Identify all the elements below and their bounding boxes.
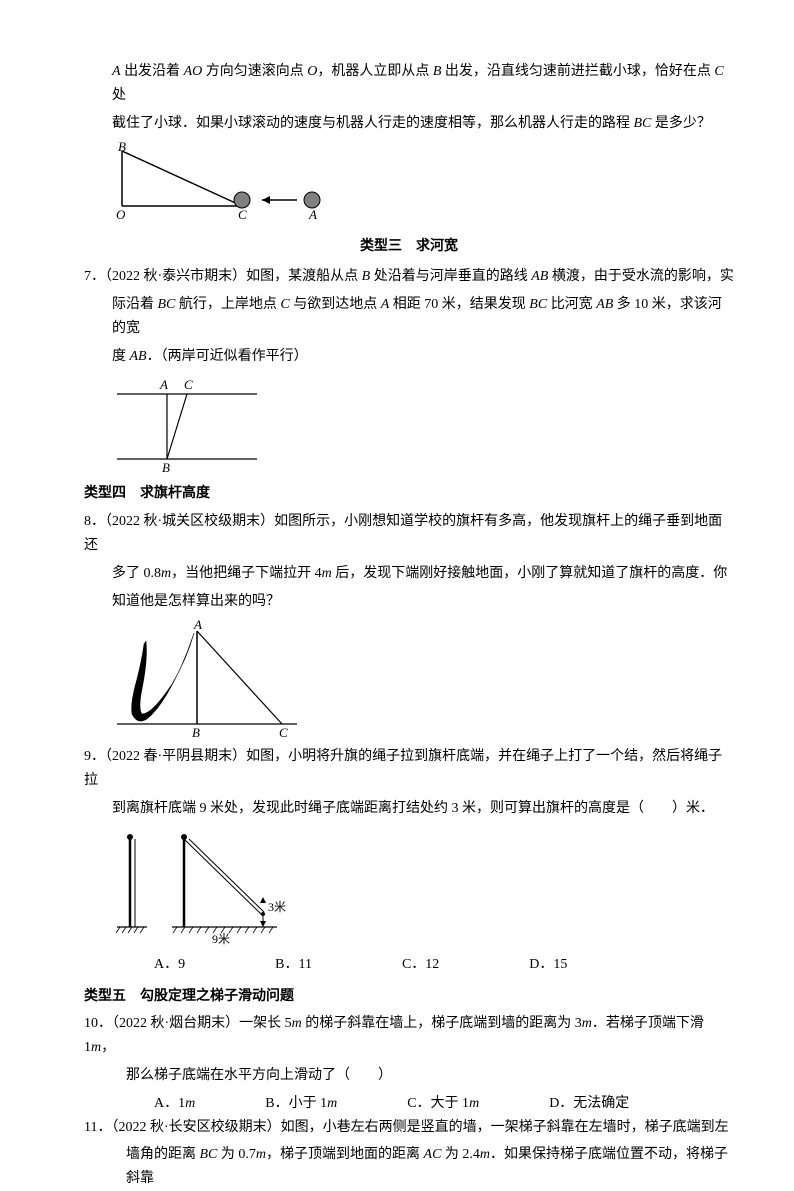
text: AB — [130, 349, 147, 364]
text: 处 — [112, 88, 126, 103]
choice-b: B．小于 1m — [265, 1092, 337, 1116]
svg-text:C: C — [238, 207, 247, 221]
text: 10．（2022 秋·烟台期末）一架长 5 — [84, 1016, 292, 1031]
text: ，机器人立即从点 — [317, 64, 433, 79]
text: m — [91, 1040, 101, 1055]
svg-text:A: A — [193, 619, 202, 632]
text: A．1 — [154, 1096, 185, 1111]
q7-line2: 际沿着 BC 航行，上岸地点 C 与欲到达地点 A 相距 70 米，结果发现 B… — [84, 293, 734, 341]
text: m — [327, 1096, 337, 1111]
text: B．小于 1 — [265, 1096, 327, 1111]
text: AB — [531, 269, 548, 284]
svg-text:A: A — [159, 377, 168, 392]
q9-line2: 到离旗杆底端 9 米处，发现此时绳子底端距离打结处约 3 米，则可算出旗杆的高度… — [84, 797, 734, 821]
text: 是多少？ — [651, 116, 711, 131]
svg-text:3米: 3米 — [268, 900, 286, 914]
q9-line1: 9．（2022 春·平阴县期末）如图，小明将升旗的绳子拉到旗杆底端，并在绳子上打… — [84, 745, 734, 793]
text: 的梯子斜靠在墙上，梯子底端到墙的距离为 3 — [302, 1016, 582, 1031]
text: A — [381, 297, 390, 312]
q10-choices: A．1m B．小于 1m C．大于 1m D．无法确定 — [84, 1092, 734, 1116]
q10-line2: 那么梯子底端在水平方向上滑动了（ ） — [84, 1064, 734, 1088]
text: 航行，上岸地点 — [175, 297, 280, 312]
text: 出发，沿直线匀速前进拦截小球，恰好在点 — [441, 64, 714, 79]
text: BC — [200, 1147, 218, 1162]
choice-b: B．11 — [275, 953, 312, 977]
svg-text:C: C — [184, 377, 193, 392]
choice-a: A．1m — [154, 1092, 195, 1116]
section-type4-title: 类型四 求旗杆高度 — [84, 482, 734, 506]
text: C — [714, 64, 723, 79]
text: 为 0.7 — [217, 1147, 256, 1162]
figure-flagpole-2: 3米 9米 — [112, 827, 734, 947]
text: 为 2.4 — [441, 1147, 480, 1162]
section-type5-title: 类型五 勾股定理之梯子滑动问题 — [84, 985, 734, 1009]
svg-text:B: B — [162, 460, 170, 474]
text: 处沿着与河岸垂直的路线 — [370, 269, 531, 284]
text: 墙角的距离 — [126, 1147, 200, 1162]
text: 度 — [112, 349, 130, 364]
text: ，梯子顶端到地面的距离 — [266, 1147, 424, 1162]
text: m — [469, 1096, 479, 1111]
text: 截住了小球．如果小球滚动的速度与机器人行走的速度相等，那么机器人行走的路程 — [112, 116, 634, 131]
text: 出发沿着 — [121, 64, 184, 79]
text: ， — [101, 1040, 115, 1055]
figure-triangle-robot: B O C A — [112, 141, 734, 221]
text: m — [480, 1147, 490, 1162]
text: ．（两岸可近似看作平行） — [147, 349, 308, 364]
q8-line1: 8．（2022 秋·城关区校级期末）如图所示，小刚想知道学校的旗杆有多高，他发现… — [84, 510, 734, 558]
figure-river: A C B — [112, 374, 734, 474]
figure-flagpole-1: A B C — [112, 619, 734, 739]
q11-line1: 11．（2022 秋·长安区校级期末）如图，小巷左右两侧是竖直的墙，一架梯子斜靠… — [84, 1116, 734, 1140]
text: AC — [424, 1147, 442, 1162]
text: C．大于 1 — [407, 1096, 469, 1111]
q7-line3: 度 AB．（两岸可近似看作平行） — [84, 345, 734, 369]
svg-text:B: B — [192, 725, 200, 739]
svg-text:B: B — [118, 141, 126, 154]
text: AO — [184, 64, 203, 79]
text: m — [582, 1016, 592, 1031]
text: 后，发现下端刚好接触地面，小刚了算就知道了旗杆的高度．你 — [332, 566, 728, 581]
section-type3-title: 类型三 求河宽 — [84, 235, 734, 259]
q8-line2: 多了 0.8m，当他把绳子下端拉开 4m 后，发现下端刚好接触地面，小刚了算就知… — [84, 562, 734, 586]
q7-line1: 7．（2022 秋·泰兴市期末）如图，某渡船从点 B 处沿着与河岸垂直的路线 A… — [84, 265, 734, 289]
choice-c: C．12 — [402, 953, 439, 977]
svg-text:A: A — [308, 207, 317, 221]
q10-line1: 10．（2022 秋·烟台期末）一架长 5m 的梯子斜靠在墙上，梯子底端到墙的距… — [84, 1012, 734, 1060]
text: O — [307, 64, 317, 79]
text: BC — [158, 297, 176, 312]
text: ，当他把绳子下端拉开 4 — [171, 566, 322, 581]
q11-line2: 墙角的距离 BC 为 0.7m，梯子顶端到地面的距离 AC 为 2.4m．如果保… — [84, 1143, 734, 1191]
text: m — [256, 1147, 266, 1162]
choice-d: D．15 — [529, 953, 567, 977]
text: 方向匀速滚向点 — [202, 64, 307, 79]
svg-text:9米: 9米 — [212, 932, 230, 946]
text: m — [322, 566, 332, 581]
text: 与欲到达地点 — [290, 297, 381, 312]
choice-d: D．无法确定 — [549, 1092, 629, 1116]
text: 横渡，由于受水流的影响，实 — [548, 269, 734, 284]
text: AB — [596, 297, 613, 312]
text: BC — [529, 297, 547, 312]
text: m — [292, 1016, 302, 1031]
text: B — [362, 269, 371, 284]
q8-line3: 知道他是怎样算出来的吗？ — [84, 590, 734, 614]
text: C — [280, 297, 289, 312]
text: m — [161, 566, 171, 581]
text: A — [112, 64, 121, 79]
text: 多了 0.8 — [112, 566, 161, 581]
choice-a: A．9 — [154, 953, 185, 977]
svg-text:C: C — [279, 725, 288, 739]
q9-choices: A．9 B．11 C．12 D．15 — [84, 953, 734, 977]
text: 7．（2022 秋·泰兴市期末）如图，某渡船从点 — [84, 269, 362, 284]
text: BC — [634, 116, 652, 131]
text: 相距 70 米，结果发现 — [389, 297, 529, 312]
text: m — [185, 1096, 195, 1111]
text: 比河宽 — [547, 297, 596, 312]
svg-text:O: O — [116, 207, 126, 221]
text: 际沿着 — [112, 297, 158, 312]
intro-line2: 截住了小球．如果小球滚动的速度与机器人行走的速度相等，那么机器人行走的路程 BC… — [84, 112, 734, 136]
choice-c: C．大于 1m — [407, 1092, 479, 1116]
intro-line1: A 出发沿着 AO 方向匀速滚向点 O，机器人立即从点 B 出发，沿直线匀速前进… — [84, 60, 734, 108]
